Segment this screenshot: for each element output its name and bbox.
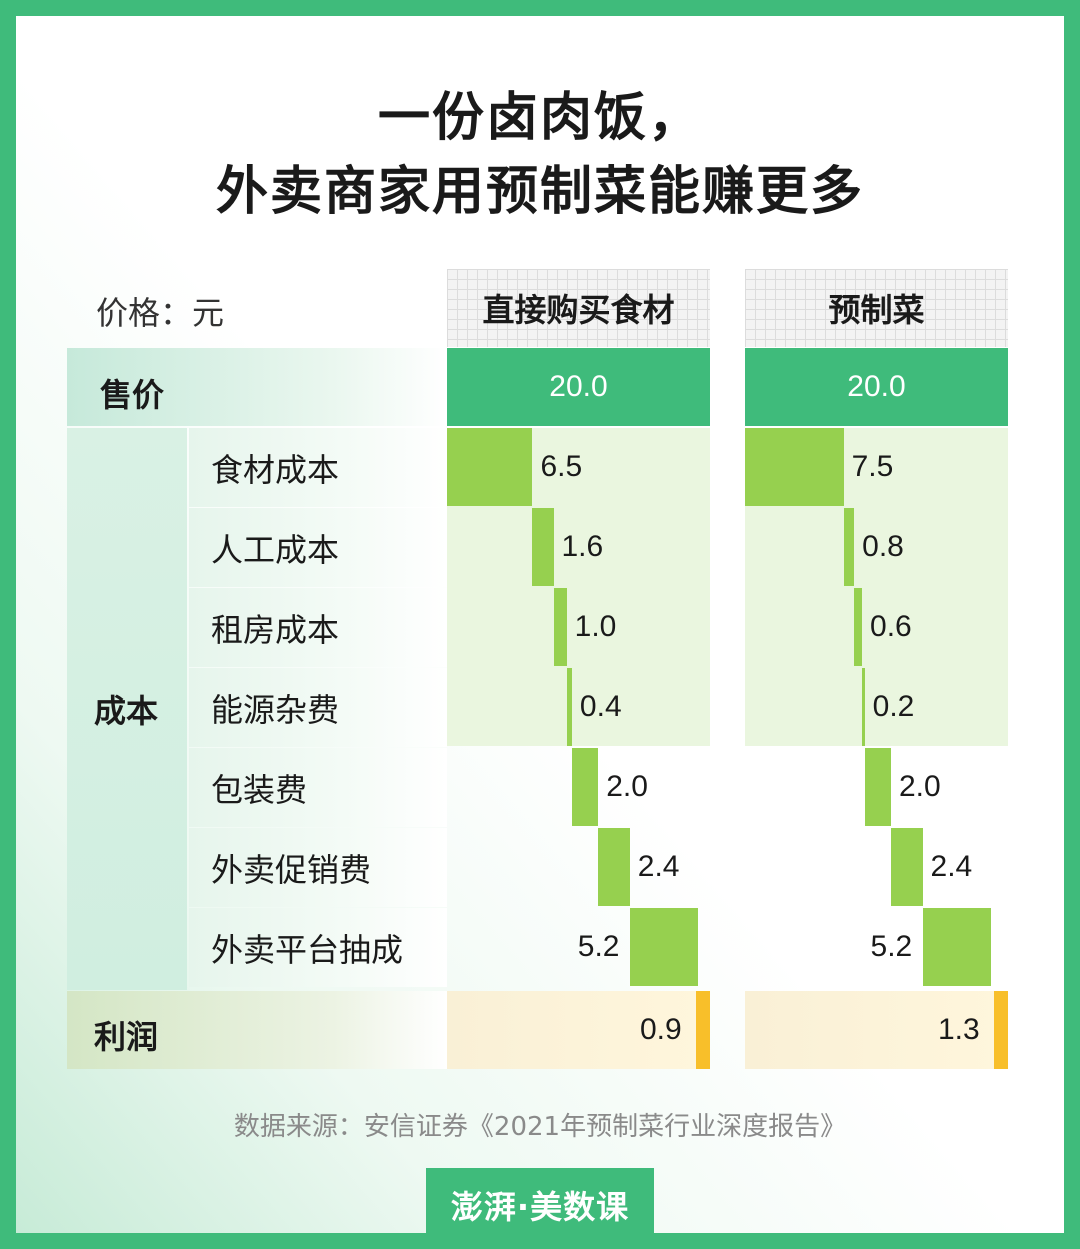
cost-group-background <box>67 428 187 990</box>
publisher-logo: 澎湃·美数课 <box>426 1168 654 1233</box>
cost-value-label: 2.0 <box>898 770 941 803</box>
cost-bar <box>862 668 865 746</box>
cost-bar <box>447 428 533 506</box>
cost-value-label: 1.0 <box>574 610 617 643</box>
cost-item-label: 人工成本 <box>211 530 340 569</box>
cost-item-label: 食材成本 <box>211 450 340 489</box>
cost-bar <box>629 908 699 986</box>
cost-bar <box>890 828 923 906</box>
cost-item-row: 外卖平台抽成 <box>189 908 447 987</box>
row-label-profit: 利润 <box>94 1018 159 1056</box>
cost-value-label: 2.0 <box>606 770 648 803</box>
cost-value-label: 0.6 <box>870 610 912 643</box>
cost-bar <box>598 828 630 906</box>
profit-cell <box>745 991 1008 1069</box>
cost-item-row: 人工成本 <box>189 508 447 587</box>
row-label-sale: 售价 <box>100 376 165 414</box>
profit-value-label: 0.9 <box>640 1013 682 1046</box>
infographic-card: 一份卤肉饭， 外卖商家用预制菜能赚更多 价格：元 直接购买食材 预制菜 售价 成… <box>16 16 1064 1233</box>
chart-title-line1: 一份卤肉饭， <box>377 88 702 148</box>
unit-label: 价格：元 <box>96 294 225 332</box>
cost-item-row: 外卖促销费 <box>189 828 447 907</box>
cost-bar <box>553 588 567 666</box>
cost-value-label: 0.8 <box>862 530 904 563</box>
profit-row-background <box>67 991 447 1069</box>
cost-value-label: 6.5 <box>540 450 583 483</box>
data-source-note: 数据来源：安信证券《2021年预制菜行业深度报告》 <box>233 1112 847 1142</box>
cost-bar <box>854 588 863 666</box>
cost-item-row: 能源杂费 <box>189 668 447 747</box>
cost-bar <box>532 508 554 586</box>
cost-item-row: 包装费 <box>189 748 447 827</box>
cost-item-label: 包装费 <box>211 770 308 809</box>
cost-value-label: 0.4 <box>579 690 622 723</box>
sale-price-cell: 20.0 <box>447 348 710 426</box>
chart-title-line2: 外卖商家用预制菜能赚更多 <box>215 162 864 222</box>
profit-bar <box>994 991 1008 1069</box>
cost-item-label: 外卖促销费 <box>211 850 372 889</box>
cost-value-label: 1.6 <box>561 530 604 563</box>
cost-item-row: 租房成本 <box>189 588 447 667</box>
cost-value-label: 5.2 <box>870 930 913 963</box>
cost-bar <box>864 748 891 826</box>
cost-bar <box>566 668 572 746</box>
cost-bar <box>571 748 599 826</box>
profit-bar <box>696 991 710 1069</box>
column-header-prepared: 预制菜 <box>745 269 1008 347</box>
cost-value-label: 2.4 <box>930 850 973 883</box>
row-label-cost: 成本 <box>94 692 159 730</box>
cost-value-label: 7.5 <box>851 450 894 483</box>
cost-bar <box>745 428 844 506</box>
cost-item-label: 外卖平台抽成 <box>211 930 404 969</box>
sale-row-background <box>67 348 447 426</box>
cost-value-label: 5.2 <box>577 930 620 963</box>
cost-item-label: 租房成本 <box>211 610 340 649</box>
cost-item-label: 能源杂费 <box>211 690 340 729</box>
cost-value-label: 2.4 <box>637 850 680 883</box>
cost-item-row: 食材成本 <box>189 428 447 507</box>
cost-bar <box>843 508 855 586</box>
cost-bar <box>922 908 991 986</box>
column-header-direct: 直接购买食材 <box>447 269 710 347</box>
profit-value-label: 1.3 <box>938 1013 980 1046</box>
profit-cell <box>447 991 710 1069</box>
cost-value-label: 0.2 <box>872 690 915 723</box>
sale-price-cell: 20.0 <box>745 348 1008 426</box>
